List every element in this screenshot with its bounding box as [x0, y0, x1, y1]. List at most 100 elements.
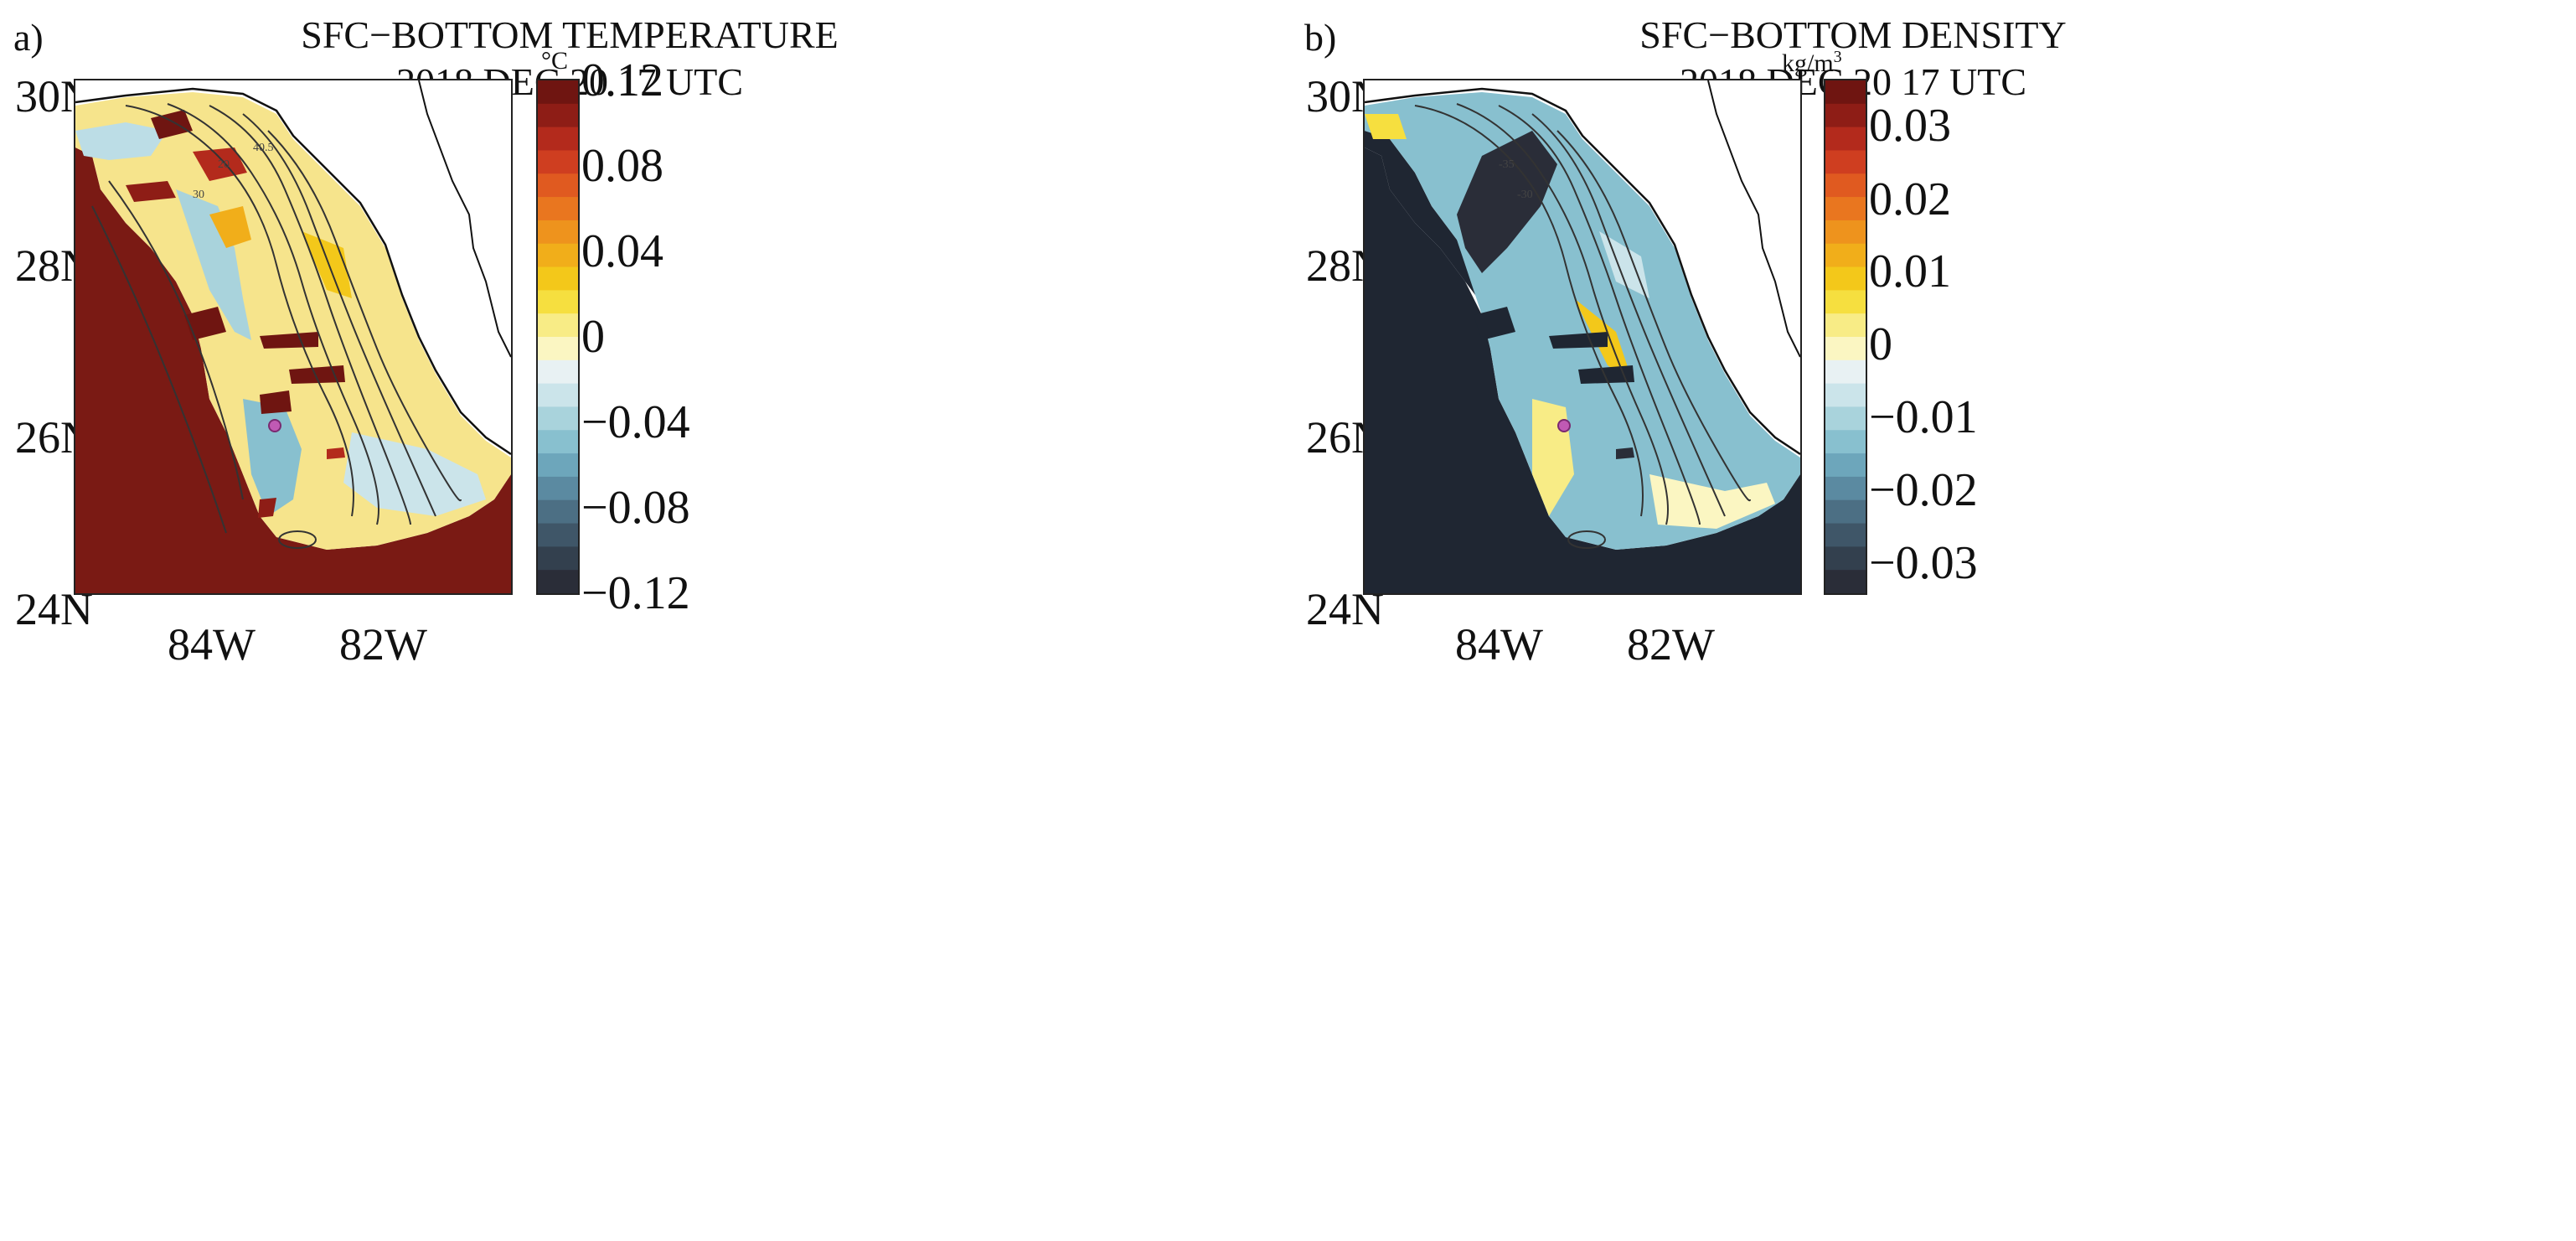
cool-patch	[176, 189, 251, 340]
colorbar-tick: −0.01	[1869, 391, 1978, 443]
colorbar-step	[1825, 523, 1866, 547]
colorbar-step	[538, 359, 578, 385]
cool-patch	[343, 432, 486, 516]
panel-density: b) SFC−BOTTOM DENSITY 2018 DEC 20 17 UTC…	[1288, 0, 2576, 1241]
colorbar-step	[1825, 197, 1866, 221]
colorbar-step	[538, 150, 578, 174]
colorbar-tick: −0.12	[581, 567, 690, 619]
colorbar-step	[538, 453, 578, 478]
contour-lines	[1414, 103, 1751, 549]
unit-exponent: 3	[1833, 48, 1842, 66]
colorbar-tick: −0.04	[581, 396, 690, 448]
colorbar	[1824, 79, 1867, 595]
dense-tongue	[1457, 131, 1557, 273]
contour-label: 30	[193, 189, 204, 201]
contour-label: -35	[1499, 158, 1515, 171]
colorbar-tick: −0.02	[1869, 464, 1978, 516]
colorbar-step	[1825, 220, 1866, 245]
colorbar-tick: 0.03	[1869, 100, 1951, 152]
light-patch	[1365, 114, 1407, 139]
colorbar-step	[538, 383, 578, 408]
colorbar-gradient	[1825, 80, 1866, 593]
colorbar-step	[538, 220, 578, 245]
colorbar-step	[538, 80, 578, 105]
colorbar-step	[1825, 173, 1866, 198]
coastline	[1365, 87, 1800, 456]
colorbar-tick: 0	[581, 311, 605, 363]
lon-tick-82w: 82W	[1627, 619, 1715, 670]
colorbar-step	[538, 546, 578, 571]
station-marker	[268, 419, 281, 432]
colorbar-tick: 0.02	[1869, 173, 1951, 225]
colorbar-step	[538, 337, 578, 361]
colorbar-step	[538, 266, 578, 291]
offshore-region	[75, 147, 511, 593]
colorbar-step	[1825, 80, 1866, 105]
colorbar-step	[538, 127, 578, 152]
colorbar-unit: kg/m3	[1782, 49, 1842, 76]
contour-label: -30	[1517, 189, 1533, 201]
coastline	[75, 87, 511, 456]
colorbar-step	[538, 313, 578, 338]
colorbar-step	[1825, 313, 1866, 338]
cool-patch	[75, 122, 168, 160]
title-line-1: SFC−BOTTOM TEMPERATURE	[301, 13, 839, 56]
colorbar-step	[538, 103, 578, 128]
colorbar-tick: 0.04	[581, 225, 663, 277]
coastline-east	[1707, 80, 1800, 358]
colorbar-step	[538, 499, 578, 525]
density-map: -35 -30	[1363, 79, 1802, 595]
colorbar-step	[1825, 290, 1866, 314]
colorbar-step	[1825, 383, 1866, 408]
dense-blob	[1474, 307, 1515, 340]
dense-blob	[1549, 332, 1608, 349]
colorbar-tick: 0.08	[581, 140, 663, 192]
colorbar-tick: −0.08	[581, 482, 690, 534]
colorbar-step	[1825, 103, 1866, 128]
colorbar-step	[1825, 127, 1866, 152]
colorbar-step	[1825, 570, 1866, 593]
colorbar-tick: 0	[1869, 318, 1892, 370]
dense-blob	[1616, 447, 1634, 459]
colorbar-step	[538, 476, 578, 501]
colorbar-step	[1825, 430, 1866, 454]
light-patch	[1649, 474, 1775, 529]
colorbar-step	[1825, 406, 1866, 431]
contour-lines	[91, 103, 462, 549]
colorbar-step	[1825, 453, 1866, 478]
colorbar-tick: 0.12	[581, 54, 663, 106]
colorbar-step	[538, 430, 578, 454]
lon-tick-84w: 84W	[1455, 619, 1543, 670]
warm-patch	[302, 231, 352, 298]
colorbar-step	[1825, 476, 1866, 501]
warm-patch	[327, 447, 345, 459]
title-line-1: SFC−BOTTOM DENSITY	[1639, 13, 2067, 56]
colorbar-step	[538, 197, 578, 221]
colorbar-step	[538, 243, 578, 268]
unit-base: kg/m	[1782, 49, 1834, 77]
offshore-region	[1365, 147, 1800, 593]
warm-patch	[258, 498, 276, 518]
warm-patch	[260, 390, 292, 414]
coastline-east	[418, 80, 511, 358]
warm-patch	[260, 332, 318, 349]
panel-label: a)	[13, 16, 44, 59]
lon-tick-82w: 82W	[339, 619, 427, 670]
colorbar	[536, 79, 580, 595]
colorbar-step	[1825, 266, 1866, 291]
panel-temperature: a) SFC−BOTTOM TEMPERATURE 2018 DEC 20 17…	[13, 13, 839, 670]
colorbar-step	[538, 290, 578, 314]
temperature-map: 40.5 20 30	[74, 79, 513, 595]
lon-tick-84w: 84W	[168, 619, 256, 670]
colorbar-tick: −0.03	[1869, 537, 1978, 589]
warm-patch	[184, 307, 226, 340]
colorbar-step	[1825, 546, 1866, 571]
colorbar-step	[1825, 150, 1866, 174]
panel-label: b)	[1304, 16, 1337, 59]
colorbar-step	[1825, 499, 1866, 525]
colorbar-step	[538, 406, 578, 431]
warm-patch	[126, 181, 176, 202]
warm-patch	[289, 365, 345, 384]
colorbar-step	[1825, 359, 1866, 385]
contour-label: 20	[218, 158, 230, 171]
